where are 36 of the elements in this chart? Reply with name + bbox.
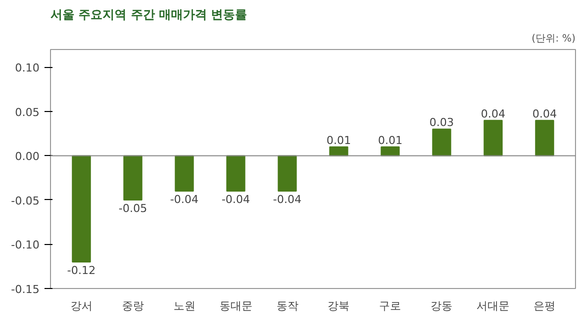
- y-tick-label: -0.15: [11, 283, 40, 296]
- y-tick-label: -0.10: [11, 238, 40, 252]
- bar: [174, 155, 194, 192]
- bar: [278, 155, 297, 192]
- y-tick-label: 0.10: [15, 62, 40, 75]
- x-tick-label: 동대문: [219, 300, 252, 312]
- data-label: 0.01: [326, 134, 351, 147]
- x-tick-label: 서대문: [476, 300, 510, 312]
- x-tick-label: 강서: [70, 300, 92, 312]
- x-tick-label: 강북: [328, 300, 350, 312]
- bar: [535, 120, 554, 156]
- bar: [432, 128, 452, 156]
- x-tick-label: 중랑: [122, 300, 144, 312]
- data-label: 0.03: [429, 116, 454, 130]
- chart-title: 서울 주요지역 주간 매매가격 변동률: [50, 8, 248, 22]
- text: (단위: %): [532, 34, 576, 44]
- x-tick-label: 동작: [276, 300, 298, 312]
- y-tick-label: -0.05: [11, 194, 40, 208]
- data-label: -0.04: [222, 193, 250, 206]
- bar: [484, 120, 503, 156]
- data-label: -0.05: [118, 202, 148, 215]
- data-label: -0.04: [273, 193, 302, 206]
- y-tick-label: 0.00: [15, 150, 40, 164]
- x-tick-label: 강동: [430, 300, 453, 312]
- bar: [123, 155, 142, 200]
- y-tick-label: 0.05: [15, 106, 40, 119]
- x-tick-label: 은평: [534, 300, 556, 312]
- x-tick-label: 구로: [379, 300, 402, 312]
- data-label: 0.01: [378, 134, 402, 147]
- x-tick-label: 노원: [173, 300, 196, 312]
- bar: [72, 155, 91, 262]
- data-label: 0.04: [532, 107, 557, 120]
- data-label: 0.04: [480, 107, 506, 120]
- bar: [226, 155, 246, 192]
- data-label: -0.12: [67, 264, 96, 277]
- data-label: -0.04: [170, 193, 199, 206]
